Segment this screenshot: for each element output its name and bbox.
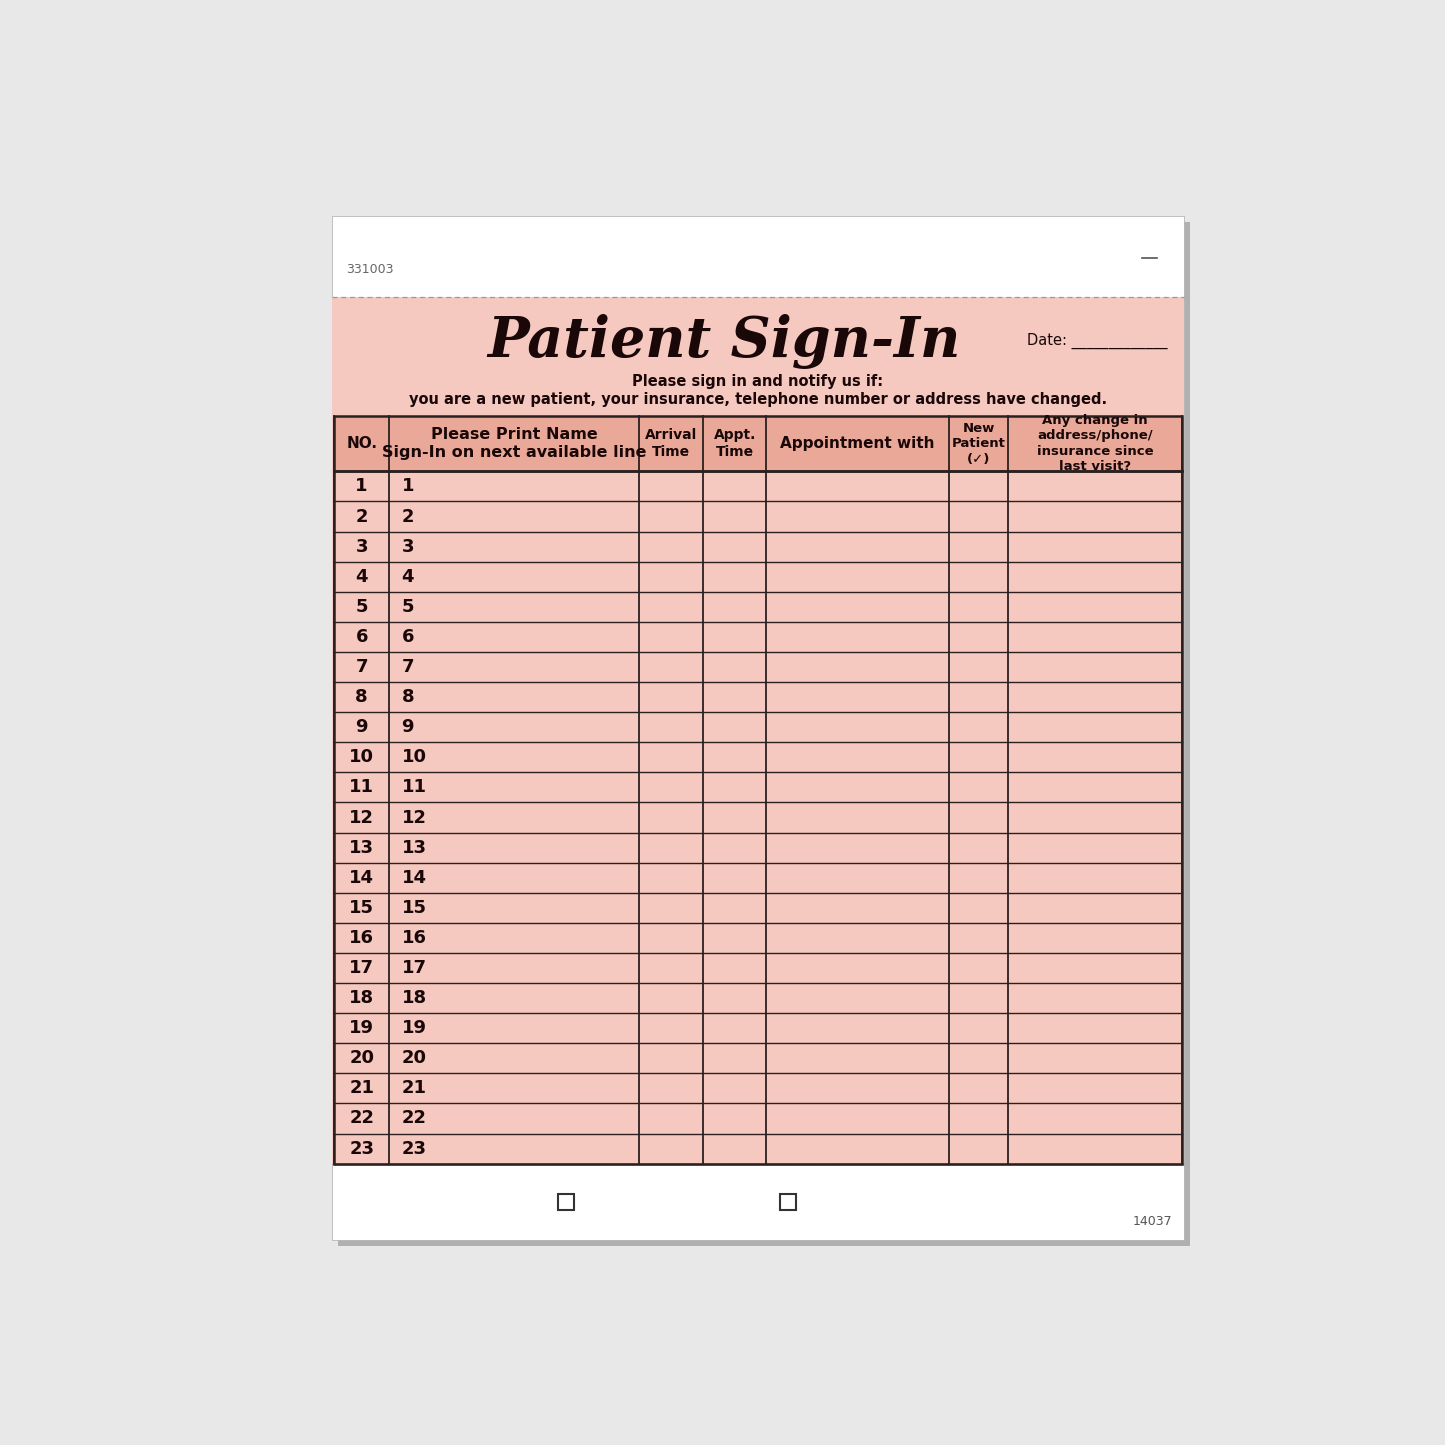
Text: 10: 10	[350, 749, 374, 766]
Bar	[558, 1195, 574, 1209]
Bar	[338, 223, 1191, 1246]
Text: 8: 8	[402, 688, 415, 707]
Text: 12: 12	[350, 809, 374, 827]
Text: 4: 4	[355, 568, 368, 585]
Text: 331003: 331003	[345, 263, 393, 276]
Text: 6: 6	[355, 629, 368, 646]
Text: NO.: NO.	[347, 436, 377, 451]
Text: 18: 18	[402, 988, 426, 1007]
Text: 13: 13	[350, 838, 374, 857]
Text: 21: 21	[350, 1079, 374, 1097]
Text: 17: 17	[350, 959, 374, 977]
Text: Appointment with: Appointment with	[780, 436, 935, 451]
Bar	[334, 416, 1182, 471]
Text: 20: 20	[350, 1049, 374, 1068]
Text: Date: _____________: Date: _____________	[1027, 334, 1168, 350]
Bar	[334, 416, 1182, 1163]
Text: 7: 7	[355, 657, 368, 676]
Bar	[332, 296, 1185, 1165]
Text: 19: 19	[402, 1019, 426, 1038]
Text: 2: 2	[355, 507, 368, 526]
Text: 9: 9	[355, 718, 368, 736]
Text: you are a new patient, your insurance, telephone number or address have changed.: you are a new patient, your insurance, t…	[409, 392, 1107, 406]
Text: 16: 16	[402, 929, 426, 946]
Bar	[332, 215, 1185, 1240]
Text: 5: 5	[402, 598, 415, 616]
Text: 23: 23	[350, 1140, 374, 1157]
Text: Appt.
Time: Appt. Time	[714, 428, 756, 460]
Text: 22: 22	[402, 1110, 426, 1127]
Text: 11: 11	[350, 779, 374, 796]
Text: 13: 13	[402, 838, 426, 857]
Text: 3: 3	[355, 538, 368, 556]
Text: 19: 19	[350, 1019, 374, 1038]
Text: 14: 14	[402, 868, 426, 887]
Text: 10: 10	[402, 749, 426, 766]
Text: 11: 11	[402, 779, 426, 796]
Text: 2: 2	[402, 507, 415, 526]
Bar	[780, 1195, 796, 1209]
Text: 14: 14	[350, 868, 374, 887]
Text: New
Patient
(✓): New Patient (✓)	[951, 422, 1006, 465]
Text: Arrival
Time: Arrival Time	[644, 428, 698, 460]
Text: 16: 16	[350, 929, 374, 946]
Text: 22: 22	[350, 1110, 374, 1127]
Text: 20: 20	[402, 1049, 426, 1068]
Text: 8: 8	[355, 688, 368, 707]
Text: 5: 5	[355, 598, 368, 616]
Text: 17: 17	[402, 959, 426, 977]
Text: Any change in
address/phone/
insurance since
last visit?: Any change in address/phone/ insurance s…	[1036, 413, 1153, 474]
Text: 1: 1	[402, 477, 415, 496]
Text: 3: 3	[402, 538, 415, 556]
Text: 15: 15	[350, 899, 374, 916]
Text: 21: 21	[402, 1079, 426, 1097]
Text: 14037: 14037	[1133, 1215, 1173, 1228]
Text: 9: 9	[402, 718, 415, 736]
Text: 1: 1	[355, 477, 368, 496]
Text: 7: 7	[402, 657, 415, 676]
Text: 12: 12	[402, 809, 426, 827]
Text: 18: 18	[350, 988, 374, 1007]
Text: 4: 4	[402, 568, 415, 585]
Text: 6: 6	[402, 629, 415, 646]
Text: Please Print Name
Sign-In on next available line: Please Print Name Sign-In on next availa…	[381, 428, 646, 460]
Text: 15: 15	[402, 899, 426, 916]
Text: Please sign in and notify us if:: Please sign in and notify us if:	[633, 374, 883, 389]
Text: 23: 23	[402, 1140, 426, 1157]
Text: Patient Sign-In: Patient Sign-In	[487, 314, 961, 368]
